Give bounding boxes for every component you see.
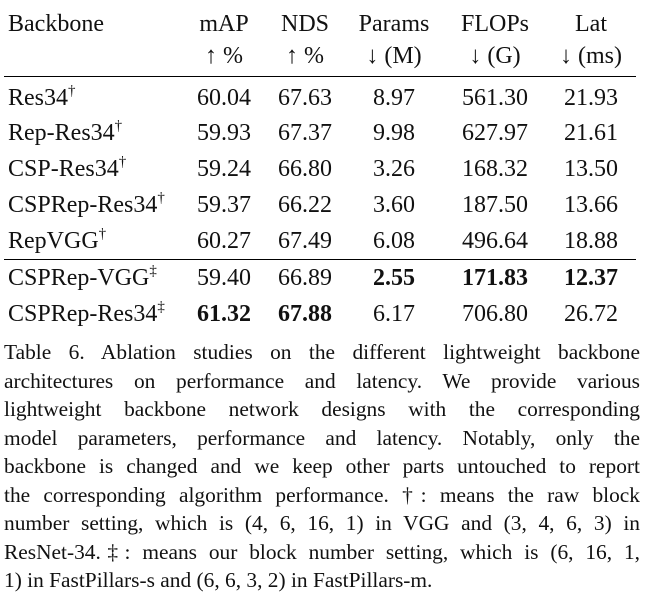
header-backbone: Backbone [8, 11, 104, 37]
params-cell: 3.60 [373, 192, 415, 218]
header-flops: FLOPs [460, 11, 530, 37]
header-params: Params [358, 11, 430, 37]
flops-cell: 171.83 [444, 259, 546, 296]
latency-cell: 18.88 [564, 228, 618, 254]
backbone-name: CSP-Res34 [8, 156, 119, 182]
flops-cell: 706.80 [462, 301, 528, 327]
backbone-name-cell: Rep-Res34† [4, 115, 182, 151]
header-unit-params: ↓ (M) [344, 36, 444, 77]
header-unit-latency: ↓ (ms) [546, 36, 636, 77]
map-cell: 59.40 [182, 259, 266, 296]
latency-cell: 13.50 [564, 156, 618, 182]
backbone-name-cell: CSPRep-VGG‡ [4, 259, 182, 296]
caption-line: 1) in FastPillars-s and (6, 6, 3, 2) in … [4, 568, 433, 592]
caption-line: backbone is changed and we keep other pa… [4, 454, 640, 478]
backbone-name-cell: Res34† [4, 77, 182, 116]
flops-cell: 187.50 [462, 192, 528, 218]
map-cell: 60.27 [197, 228, 251, 254]
map-cell: 61.32 [197, 301, 251, 327]
header-latency: Lat [575, 11, 607, 37]
nds-cell: 67.63 [278, 85, 332, 111]
flops-cell: 627.97 [462, 120, 528, 146]
table-row: CSPRep-Res34‡ 61.32 67.88 6.17 706.80 26… [4, 296, 636, 332]
nds-cell: 66.89 [266, 259, 344, 296]
flops-cell: 561.30 [462, 85, 528, 111]
header-unit-flops: ↓ (G) [444, 36, 546, 77]
backbone-mark: † [114, 118, 123, 134]
caption-line: the corresponding algorithm performance.… [4, 482, 640, 507]
params-cell: 2.55 [344, 259, 444, 296]
latency-cell: 21.61 [564, 120, 618, 146]
map-cell: 59.93 [197, 120, 251, 146]
backbone-name: Res34 [8, 85, 68, 111]
params-cell: 8.97 [373, 85, 415, 111]
backbone-name-cell: CSP-Res34† [4, 151, 182, 187]
header-map: mAP [199, 11, 249, 37]
table-row: CSPRep-VGG‡ 59.40 66.89 2.55 171.83 12.3… [4, 259, 636, 296]
table-caption: Table 6. Ablation studies on the differe… [4, 338, 640, 595]
backbone-mark: † [98, 226, 107, 242]
backbone-name: RepVGG [8, 228, 99, 254]
caption-line: number setting, which is (4, 6, 16, 1) i… [4, 511, 640, 535]
map-cell: 59.24 [197, 156, 251, 182]
backbone-mark: † [157, 190, 165, 206]
backbone-mark: ‡ [149, 263, 157, 279]
backbone-mark: † [68, 83, 76, 99]
params-cell: 6.17 [373, 301, 415, 327]
backbone-mark: ‡ [157, 299, 165, 315]
header-row-units: ↑ % ↑ % ↓ (M) ↓ (G) ↓ (ms) [4, 36, 636, 77]
backbone-name-cell: CSPRep-Res34† [4, 187, 182, 223]
caption-line: architectures on performance and latency… [4, 368, 640, 393]
flops-cell: 496.64 [462, 228, 528, 254]
table-body: Res34† 60.04 67.63 8.97 561.30 21.93 Rep… [4, 77, 636, 333]
caption-line: lightweight backbone network designs wit… [4, 397, 640, 421]
nds-cell: 66.80 [278, 156, 332, 182]
params-cell: 3.26 [373, 156, 415, 182]
table-row: Res34† 60.04 67.63 8.97 561.30 21.93 [4, 77, 636, 116]
backbone-name-cell: CSPRep-Res34‡ [4, 296, 182, 332]
caption-line: Table 6. Ablation studies on the differe… [4, 340, 640, 364]
table-row: CSP-Res34† 59.24 66.80 3.26 168.32 13.50 [4, 151, 636, 187]
table-row: Rep-Res34† 59.93 67.37 9.98 627.97 21.61 [4, 115, 636, 151]
table-row: CSPRep-Res34† 59.37 66.22 3.60 187.50 13… [4, 187, 636, 223]
caption-line: model parameters, performance and latenc… [4, 425, 640, 450]
flops-cell: 168.32 [462, 156, 528, 182]
backbone-name: CSPRep-VGG [8, 265, 150, 291]
header-unit-nds: ↑ % [266, 36, 344, 77]
header-unit-map: ↑ % [182, 36, 266, 77]
caption-line: ResNet-34.‡: means our block number sett… [4, 539, 640, 564]
nds-cell: 67.49 [278, 228, 332, 254]
header-row-metric: Backbone mAP NDS Params FLOPs Lat [4, 2, 636, 36]
nds-cell: 67.37 [278, 120, 332, 146]
backbone-name: Rep-Res34 [8, 120, 115, 146]
latency-cell: 13.66 [564, 192, 618, 218]
latency-cell: 21.93 [564, 85, 618, 111]
backbone-mark: † [118, 154, 127, 170]
params-cell: 9.98 [373, 120, 415, 146]
backbone-name: CSPRep-Res34 [8, 192, 158, 218]
ablation-table-container: Backbone mAP NDS Params FLOPs Lat ↑ % ↑ … [4, 2, 636, 332]
ablation-table: Backbone mAP NDS Params FLOPs Lat ↑ % ↑ … [4, 2, 636, 332]
nds-cell: 66.22 [278, 192, 332, 218]
table-row: RepVGG† 60.27 67.49 6.08 496.64 18.88 [4, 223, 636, 260]
map-cell: 59.37 [197, 192, 251, 218]
params-cell: 6.08 [373, 228, 415, 254]
map-cell: 60.04 [197, 85, 251, 111]
header-nds: NDS [280, 11, 329, 37]
latency-cell: 26.72 [564, 301, 618, 327]
backbone-name-cell: RepVGG† [4, 223, 182, 260]
nds-cell: 67.88 [278, 301, 332, 327]
header-unit-backbone [4, 36, 182, 77]
latency-cell: 12.37 [546, 259, 636, 296]
backbone-name: CSPRep-Res34 [8, 301, 158, 327]
